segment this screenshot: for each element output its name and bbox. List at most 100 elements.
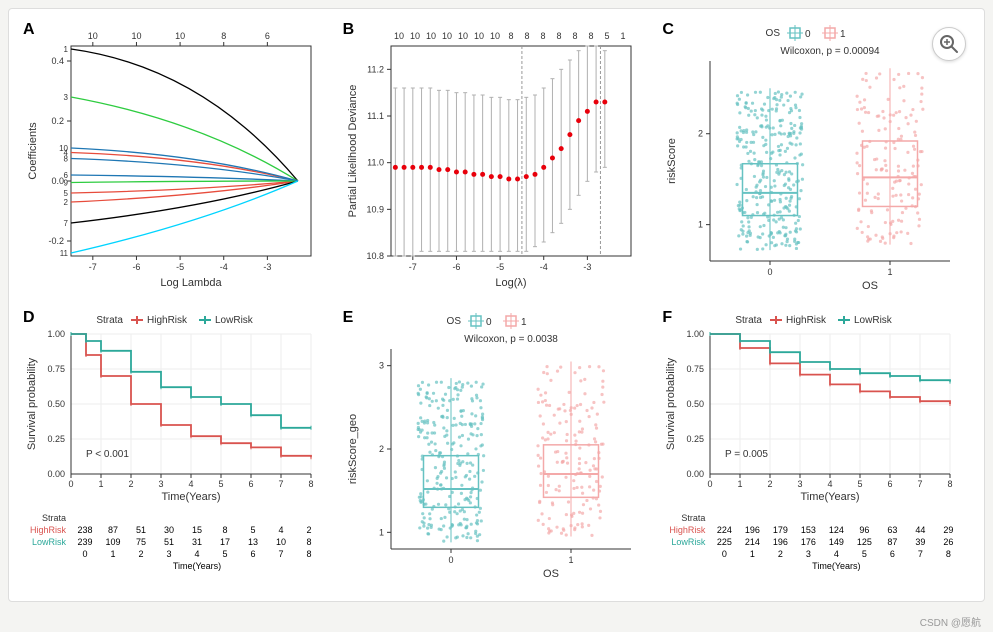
svg-text:0.00: 0.00	[47, 469, 65, 479]
svg-text:Time(Years): Time(Years)	[801, 491, 860, 503]
svg-text:0.75: 0.75	[687, 364, 705, 374]
svg-text:1: 1	[888, 267, 893, 277]
svg-text:Coefficients: Coefficients	[27, 122, 39, 180]
svg-text:P = 0.005: P = 0.005	[725, 449, 768, 460]
svg-text:8: 8	[524, 31, 529, 41]
risk-table-d: StrataHighRisk238875130158542LowRisk2391…	[21, 511, 333, 573]
svg-text:6: 6	[888, 479, 893, 489]
svg-text:8: 8	[221, 31, 226, 41]
panel-d: D StrataHighRiskLowRisk0.000.250.500.751…	[21, 309, 333, 589]
svg-text:10: 10	[410, 31, 420, 41]
svg-text:11.1: 11.1	[367, 111, 384, 121]
svg-text:4: 4	[828, 479, 833, 489]
svg-text:10: 10	[426, 31, 436, 41]
svg-text:0.75: 0.75	[47, 364, 65, 374]
svg-text:0: 0	[448, 555, 453, 565]
svg-text:Partial Likelihood Deviance: Partial Likelihood Deviance	[347, 85, 359, 218]
svg-text:0.0: 0.0	[51, 176, 64, 186]
svg-text:HighRisk: HighRisk	[147, 315, 188, 326]
svg-text:-0.2: -0.2	[48, 236, 64, 246]
svg-text:OS: OS	[446, 316, 461, 327]
svg-text:-5: -5	[496, 262, 504, 272]
svg-text:OS: OS	[543, 568, 559, 579]
svg-text:9: 9	[64, 179, 69, 188]
svg-text:3: 3	[158, 479, 163, 489]
panel-a: A -7-6-5-4-3-0.20.00.20.410101086Log Lam…	[21, 21, 333, 301]
svg-text:10: 10	[59, 144, 68, 153]
svg-text:7: 7	[918, 479, 923, 489]
svg-text:1: 1	[379, 527, 384, 537]
svg-text:Strata: Strata	[96, 315, 123, 326]
svg-text:11: 11	[60, 249, 69, 258]
svg-text:Log(λ): Log(λ)	[495, 277, 526, 289]
svg-text:2: 2	[128, 479, 133, 489]
svg-text:11.2: 11.2	[367, 64, 384, 74]
svg-text:10: 10	[458, 31, 468, 41]
cv-deviance-plot: -7-6-5-4-310.810.911.011.111.21010101010…	[341, 21, 641, 291]
svg-text:5: 5	[604, 31, 609, 41]
svg-text:0.50: 0.50	[47, 399, 65, 409]
panel-d-label: D	[23, 309, 35, 327]
svg-text:0: 0	[68, 479, 73, 489]
svg-text:1: 1	[698, 220, 703, 230]
svg-text:5: 5	[218, 479, 223, 489]
svg-text:-3: -3	[583, 262, 591, 272]
svg-text:10: 10	[474, 31, 484, 41]
svg-text:1.00: 1.00	[47, 329, 65, 339]
panel-f-label: F	[662, 309, 672, 327]
svg-text:Time(Years): Time(Years)	[161, 491, 220, 503]
svg-text:-3: -3	[263, 262, 271, 272]
svg-text:riskScore: riskScore	[666, 138, 678, 184]
lasso-coef-plot: -7-6-5-4-3-0.20.00.20.410101086Log Lambd…	[21, 21, 321, 291]
svg-text:1: 1	[840, 29, 846, 40]
svg-text:OS: OS	[862, 280, 878, 291]
svg-text:OS: OS	[766, 28, 781, 39]
zoom-button[interactable]	[932, 27, 966, 61]
svg-text:Strata: Strata	[736, 315, 763, 326]
svg-text:0.25: 0.25	[687, 434, 705, 444]
boxplot-e: OS01Wilcoxon, p = 0.003812301OSriskScore…	[341, 309, 641, 579]
svg-text:1: 1	[620, 31, 625, 41]
svg-text:7: 7	[64, 219, 69, 228]
svg-text:0: 0	[805, 29, 811, 40]
svg-text:-4: -4	[220, 262, 228, 272]
svg-text:2: 2	[698, 129, 703, 139]
svg-text:Wilcoxon, p = 0.0038: Wilcoxon, p = 0.0038	[464, 334, 558, 345]
magnify-plus-icon	[939, 34, 959, 54]
svg-text:10: 10	[175, 31, 185, 41]
svg-text:1: 1	[738, 479, 743, 489]
svg-text:0: 0	[708, 479, 713, 489]
svg-text:0.4: 0.4	[51, 56, 64, 66]
panel-a-label: A	[23, 21, 35, 39]
svg-text:10: 10	[442, 31, 452, 41]
svg-text:6: 6	[265, 31, 270, 41]
svg-text:HighRisk: HighRisk	[786, 315, 827, 326]
svg-text:4: 4	[188, 479, 193, 489]
svg-text:3: 3	[798, 479, 803, 489]
svg-text:0: 0	[768, 267, 773, 277]
svg-text:0.2: 0.2	[51, 116, 64, 126]
svg-text:8: 8	[948, 479, 953, 489]
svg-text:riskScore_geo: riskScore_geo	[347, 414, 359, 484]
svg-text:-7: -7	[89, 262, 97, 272]
svg-text:-7: -7	[408, 262, 416, 272]
svg-text:10: 10	[490, 31, 500, 41]
svg-text:-6: -6	[132, 262, 140, 272]
svg-text:3: 3	[379, 361, 384, 371]
panel-c-label: C	[662, 21, 674, 39]
panel-e: E OS01Wilcoxon, p = 0.003812301OSriskSco…	[341, 309, 653, 589]
svg-text:LowRisk: LowRisk	[854, 315, 893, 326]
svg-text:Survival probability: Survival probability	[26, 357, 38, 450]
credit-text: CSDN @愿航	[920, 614, 981, 629]
svg-text:8: 8	[556, 31, 561, 41]
svg-text:2: 2	[768, 479, 773, 489]
svg-text:8: 8	[572, 31, 577, 41]
svg-text:8: 8	[64, 155, 69, 164]
boxplot-c: OS01Wilcoxon, p = 0.000941201OSriskScore	[660, 21, 960, 291]
svg-text:-5: -5	[176, 262, 184, 272]
svg-text:-4: -4	[539, 262, 547, 272]
svg-text:0.50: 0.50	[687, 399, 705, 409]
svg-text:1.00: 1.00	[687, 329, 705, 339]
svg-text:P < 0.001: P < 0.001	[86, 449, 129, 460]
svg-text:10.8: 10.8	[366, 251, 384, 261]
